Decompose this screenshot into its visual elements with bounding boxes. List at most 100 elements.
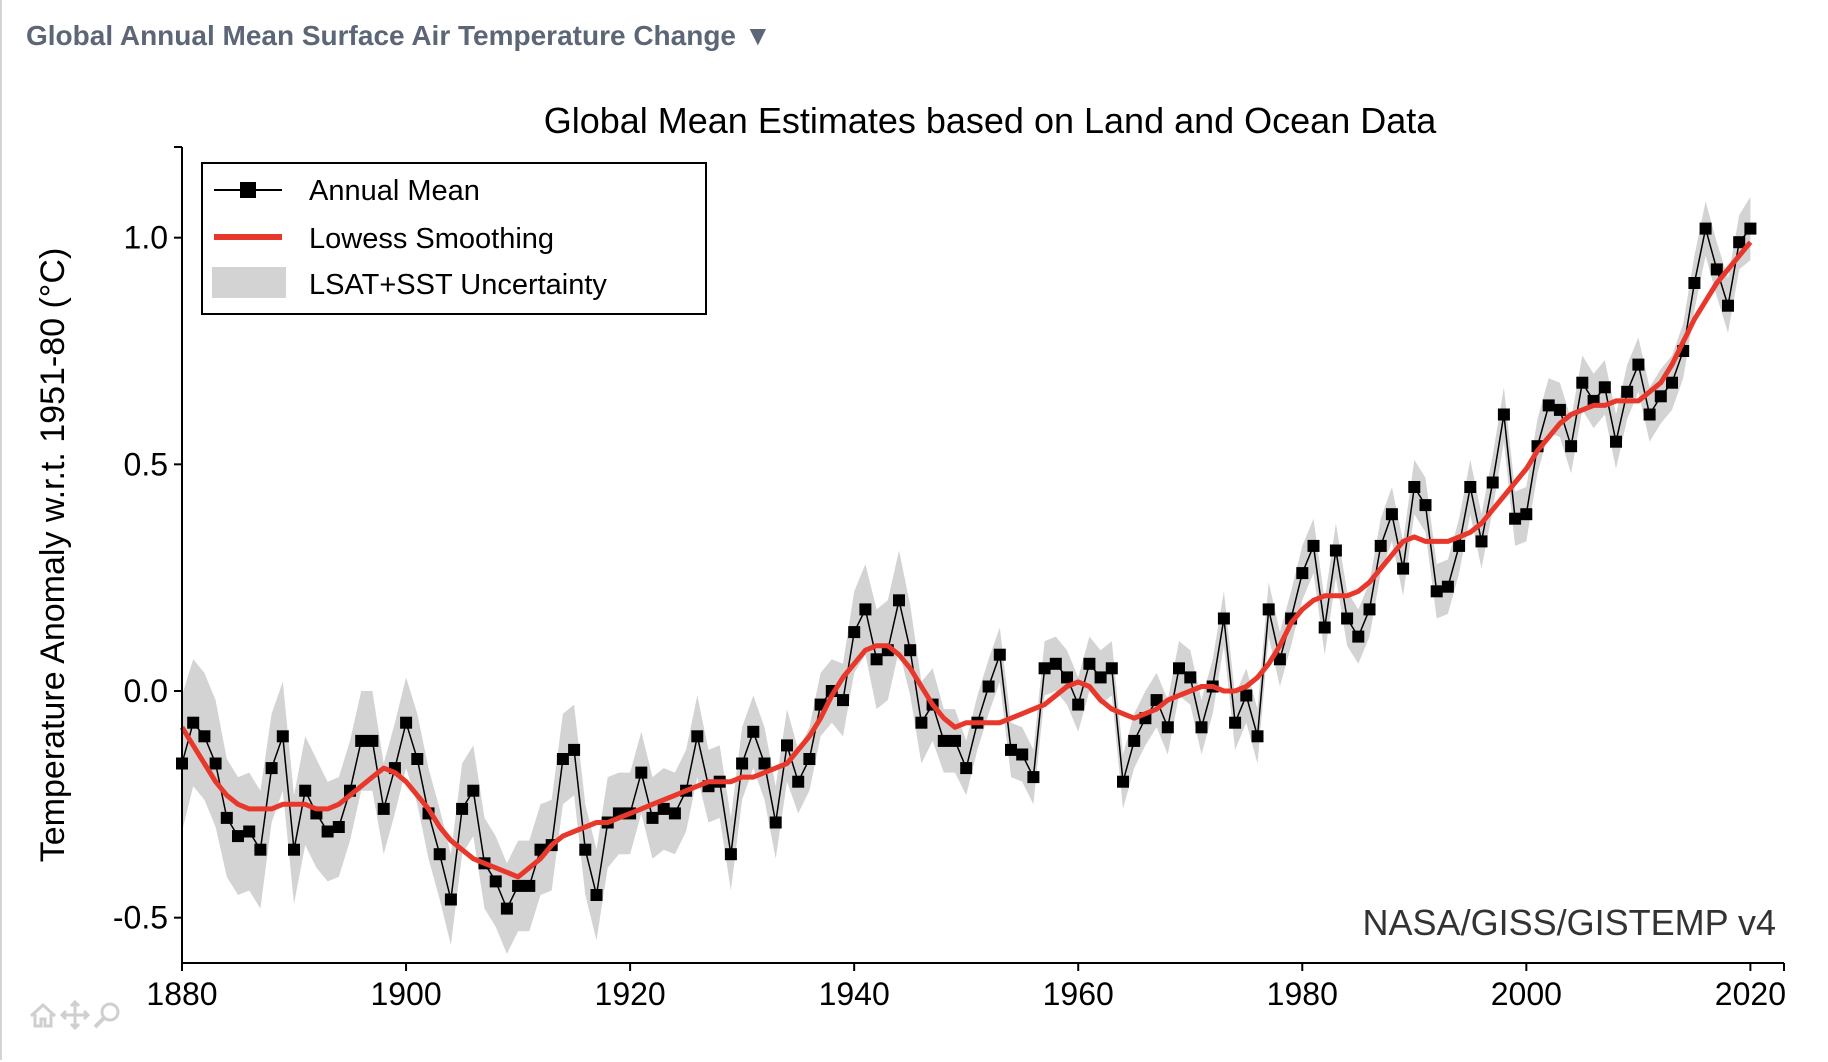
annual-mean-point-1882 [198,730,211,743]
annual-mean-point-1933 [769,816,782,829]
annual-mean-point-1935 [792,775,805,788]
axes: 1880 1900 1920 1940 1960 1980 2000 2020 -0.5 0.0 0… [113,146,1786,1012]
annual-mean-point-1970 [1184,671,1197,684]
annual-mean-point-2012 [1654,390,1667,403]
annual-mean-point-1923 [657,802,670,815]
annual-mean-point-1954 [1005,743,1017,756]
x-tick-label-1920: 1920 [595,976,666,1012]
annual-mean-point-1931 [747,725,760,738]
annual-mean-point-1914 [556,753,569,765]
annual-mean-point-1916 [579,843,592,856]
annual-mean-point-1969 [1173,662,1185,675]
legend-entry-lowess: Lowess Smoothing [309,223,554,255]
annual-mean-point-1896 [355,734,368,747]
annual-mean-point-1975 [1240,689,1253,702]
annual-mean-point-1950 [960,762,973,775]
annual-mean-point-1924 [668,807,681,820]
annual-mean-point-2008 [1610,435,1622,448]
legend-annual-marker-icon [240,182,256,198]
pan-icon[interactable] [59,999,91,1035]
annual-mean-point-1996 [1475,535,1488,548]
annual-mean-point-1884 [220,811,233,824]
chart-selector-label: Global Annual Mean Surface Air Temperatu… [26,20,736,51]
annual-mean-point-1994 [1453,539,1466,552]
chart-selector-dropdown[interactable]: Global Annual Mean Surface Air Temperatu… [26,20,772,52]
annual-mean-point-1967 [1150,694,1163,707]
annual-mean-point-1999 [1509,512,1522,525]
annual-mean-point-1980 [1296,567,1309,580]
annual-mean-point-2005 [1576,376,1589,389]
annual-mean-point-1993 [1441,580,1454,593]
annual-mean-point-1887 [254,843,267,856]
legend-entry-annual: Annual Mean [309,175,480,207]
annual-mean-point-2011 [1643,408,1656,421]
annual-mean-point-1901 [411,753,424,765]
annual-mean-point-1941 [859,603,872,616]
annual-mean-point-1948 [937,734,950,747]
dropdown-caret-icon: ▼ [744,20,772,51]
annual-mean-point-1906 [467,784,480,797]
x-tick-label-1960: 1960 [1043,976,1114,1012]
uncertainty-band [182,196,1751,954]
annual-mean-point-1894 [332,821,345,833]
annual-mean-point-2016 [1699,222,1712,235]
annual-mean-line [181,228,1751,911]
annual-mean-point-1989 [1397,562,1410,575]
annual-mean-point-2000 [1520,508,1533,521]
annual-mean-point-1973 [1217,612,1230,625]
annual-mean-point-1883 [209,757,222,770]
annual-mean-point-1995 [1464,481,1477,493]
annual-mean-point-2010 [1632,358,1645,371]
annual-mean-point-1986 [1363,603,1376,616]
lowess-smoothing-line [179,240,1753,880]
annual-mean-point-1965 [1128,734,1141,747]
annual-mean-point-1977 [1262,603,1275,616]
legend-uncertainty-swatch-icon [212,267,286,298]
annual-mean-point-1886 [243,825,256,838]
legend: Annual Mean Lowess Smoothing LSAT+SST Un… [201,162,707,315]
annual-mean-point-1984 [1341,612,1354,625]
y-axis-label: Temperature Anomaly w.r.t. 1951-80 (°C) [34,248,72,863]
annual-mean-point-1945 [904,644,917,657]
lowess-layer [179,240,1753,880]
annual-mean-point-2018 [1722,299,1734,312]
annual-mean-point-2004 [1565,440,1578,453]
annual-mean-point-1908 [489,875,502,888]
annual-mean-point-1897 [366,734,379,747]
x-tick-label-1900: 1900 [370,976,441,1012]
annual-mean-layer [176,222,1757,915]
annual-mean-point-1988 [1385,508,1398,521]
annual-mean-point-1960 [1072,698,1085,711]
annual-mean-point-1898 [377,802,390,815]
home-icon[interactable] [28,1000,58,1035]
x-tick-label-2000: 2000 [1491,976,1562,1012]
annual-mean-point-2013 [1666,376,1678,389]
annual-mean-point-1983 [1329,544,1342,557]
annual-mean-point-1891 [299,784,312,797]
y-tick-label-0: -0.5 [113,900,168,936]
annual-mean-point-1904 [444,893,457,906]
annual-mean-point-1949 [949,734,961,747]
annual-mean-point-1917 [590,889,603,901]
annual-mean-point-1997 [1486,476,1499,489]
annual-mean-point-1900 [400,716,413,729]
annual-mean-point-1909 [500,902,513,915]
annual-mean-point-1976 [1251,730,1264,743]
annual-mean-point-2015 [1688,277,1701,289]
zoom-icon[interactable] [92,1000,122,1035]
uncertainty-band-layer [182,196,1751,954]
annual-mean-point-1910 [512,879,525,892]
annual-mean-point-1959 [1061,671,1073,684]
annual-mean-point-1981 [1307,539,1320,552]
annual-mean-point-1998 [1497,408,1510,421]
annual-mean-point-1885 [232,830,244,843]
annual-mean-point-1964 [1117,775,1129,788]
y-tick-label-1: 0.0 [124,673,168,709]
annual-mean-point-1922 [646,811,659,824]
annual-mean-point-1985 [1352,630,1365,643]
annual-mean-point-1903 [433,848,446,861]
annual-mean-point-1958 [1049,657,1062,670]
annual-mean-point-1930 [736,757,749,770]
